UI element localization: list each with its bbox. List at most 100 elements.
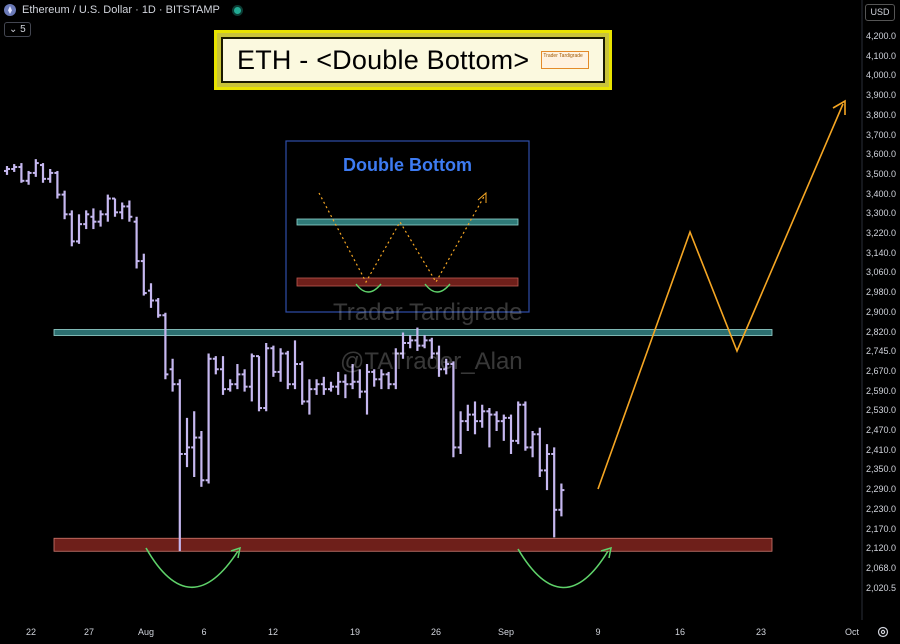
x-tick-label: 9 bbox=[595, 627, 601, 637]
ohlc-bar bbox=[270, 345, 277, 377]
ohlc-bar bbox=[479, 404, 486, 428]
chart-title: ETH - <Double Bottom> bbox=[237, 44, 530, 75]
ohlc-bar bbox=[212, 356, 219, 375]
y-tick-label: 2,670.0 bbox=[865, 365, 896, 376]
ohlc-bar bbox=[500, 414, 507, 441]
inset-pattern-box bbox=[285, 140, 530, 313]
ohlc-bar bbox=[162, 312, 169, 380]
inset-frame bbox=[285, 140, 530, 313]
ohlc-bar bbox=[529, 431, 536, 458]
y-tick-label: 4,100.0 bbox=[865, 50, 896, 61]
inset-support-band bbox=[296, 277, 519, 287]
x-tick-label: 6 bbox=[201, 627, 207, 637]
ohlc-bar bbox=[191, 411, 198, 477]
ohlc-bar bbox=[320, 376, 327, 395]
ohlc-bar bbox=[450, 361, 457, 458]
ohlc-bar bbox=[140, 253, 147, 296]
ohlc-bar bbox=[544, 444, 550, 491]
ohlc-bar bbox=[428, 337, 435, 359]
ohlc-bar bbox=[227, 379, 234, 392]
chart-header: Ethereum / U.S. Dollar · 1D · BITSTAMP bbox=[4, 4, 241, 16]
curve-left-arrowhead-icon bbox=[230, 546, 241, 559]
bottom-curve-right bbox=[517, 548, 609, 589]
title-box: ETH - <Double Bottom> Trader Tardigrade bbox=[214, 30, 612, 90]
x-tick-label: 26 bbox=[430, 627, 442, 637]
y-tick-label: 3,300.0 bbox=[865, 208, 896, 219]
y-tick-label: 2,350.0 bbox=[865, 464, 896, 475]
ohlc-bar bbox=[493, 411, 500, 431]
y-tick-label: 3,140.0 bbox=[865, 247, 896, 258]
x-tick-label: 27 bbox=[83, 627, 95, 637]
ohlc-bar bbox=[306, 379, 313, 415]
ohlc-bar bbox=[472, 401, 478, 435]
ohlc-bar bbox=[335, 371, 342, 395]
y-tick-label: 3,600.0 bbox=[865, 149, 896, 160]
ohlc-bar bbox=[414, 327, 421, 351]
y-tick-label: 3,220.0 bbox=[865, 228, 896, 238]
inset-w-path bbox=[318, 192, 487, 284]
y-tick-label: 3,060.0 bbox=[865, 267, 896, 278]
ohlc-bar bbox=[486, 408, 493, 448]
market-status-dot-icon bbox=[233, 6, 241, 14]
title-inner: ETH - <Double Bottom> Trader Tardigrade bbox=[221, 37, 605, 83]
ohlc-bar bbox=[277, 348, 284, 382]
ohlc-bar bbox=[342, 374, 349, 399]
ohlc-bar bbox=[421, 335, 428, 349]
indicator-collapse-button[interactable]: ⌄ 5 bbox=[4, 22, 31, 37]
ohlc-bar bbox=[83, 210, 90, 230]
projection-arrowhead-icon bbox=[832, 99, 846, 115]
bottom-curve-left bbox=[145, 547, 239, 588]
currency-button[interactable]: USD bbox=[865, 4, 895, 21]
levels-layer bbox=[53, 329, 773, 552]
y-tick-label: 2,530.0 bbox=[865, 405, 896, 416]
ohlc-bar bbox=[551, 447, 558, 538]
ohlc-bar bbox=[126, 200, 133, 222]
x-tick-label: 22 bbox=[25, 627, 37, 637]
y-tick-label: 2,120.0 bbox=[865, 543, 896, 554]
y-tick-label: 3,400.0 bbox=[865, 188, 896, 199]
x-tick-label: Aug bbox=[137, 627, 155, 637]
y-tick-label: 2,170.0 bbox=[865, 523, 896, 534]
ohlc-bar bbox=[256, 355, 262, 412]
ohlc-bar bbox=[313, 379, 320, 395]
y-tick-label: 4,200.0 bbox=[865, 31, 896, 41]
brand-badge: Trader Tardigrade bbox=[541, 51, 590, 69]
y-tick-label: 4,000.0 bbox=[865, 70, 896, 81]
symbol-title[interactable]: Ethereum / U.S. Dollar · 1D · BITSTAMP bbox=[22, 4, 220, 16]
ohlc-bar bbox=[536, 427, 543, 477]
y-tick-label: 3,500.0 bbox=[865, 168, 896, 179]
ohlc-bar bbox=[392, 348, 399, 390]
x-tick-label: 12 bbox=[267, 627, 279, 637]
ohlc-bar bbox=[464, 404, 471, 431]
ohlc-bar bbox=[90, 208, 97, 230]
ethereum-logo-icon bbox=[4, 4, 16, 16]
curve-right-arrowhead-icon bbox=[600, 546, 612, 559]
ohlc-bar bbox=[148, 283, 154, 308]
ohlc-bar bbox=[155, 298, 162, 318]
ohlc-bar bbox=[292, 340, 298, 390]
ohlc-bar bbox=[371, 369, 378, 387]
ohlc-bar bbox=[68, 210, 75, 247]
ohlc-series bbox=[4, 159, 565, 552]
ohlc-bar bbox=[457, 411, 464, 454]
settings-gear-icon[interactable] bbox=[877, 626, 889, 638]
y-tick-label: 2,590.0 bbox=[865, 385, 896, 396]
chevron-down-icon: ⌄ bbox=[9, 24, 18, 35]
y-tick-label: 2,230.0 bbox=[865, 503, 896, 514]
ohlc-bar bbox=[18, 163, 25, 183]
x-tick-label: Oct bbox=[844, 627, 860, 637]
y-tick-label: 2,900.0 bbox=[865, 306, 896, 317]
ohlc-bar bbox=[436, 345, 442, 377]
inset-resistance-band bbox=[296, 218, 519, 226]
annotations-layer bbox=[145, 99, 846, 589]
y-tick-label: 2,290.0 bbox=[865, 484, 896, 495]
y-tick-label: 3,700.0 bbox=[865, 129, 896, 140]
inset-arrowhead bbox=[477, 191, 487, 203]
indicator-count: 5 bbox=[20, 24, 26, 35]
inset-title: Double Bottom bbox=[343, 155, 472, 175]
x-tick-label: 23 bbox=[755, 627, 767, 637]
ohlc-bar bbox=[97, 210, 104, 227]
y-tick-label: 2,068.0 bbox=[865, 562, 896, 573]
ohlc-bar bbox=[522, 401, 529, 451]
